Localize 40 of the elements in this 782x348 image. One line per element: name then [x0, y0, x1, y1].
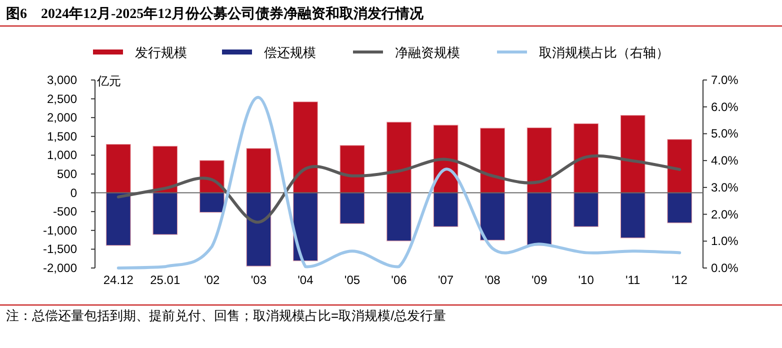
x-tick-label: '05 — [344, 273, 360, 287]
line-series — [116, 96, 682, 270]
x-tick-label: '03 — [250, 273, 267, 287]
y2-tick-label: 3.0% — [711, 180, 739, 194]
y-tick-label: -1,000 — [42, 223, 78, 238]
legend-label: 发行规模 — [135, 45, 187, 60]
y-tick-label: -500 — [52, 204, 78, 219]
chart-title: 图6 2024年12月-2025年12月份公募公司债券净融资和取消发行情况 — [6, 6, 425, 22]
y-tick-label: 1,000 — [46, 148, 78, 162]
x-tick-label: '06 — [391, 273, 408, 287]
y2-tick-label: 1.0% — [711, 234, 739, 248]
legend-label: 取消规模占比（右轴） — [539, 45, 669, 60]
y-tick-label: 1,500 — [46, 129, 78, 144]
x-tick-label: '12 — [672, 273, 688, 287]
text: 注：总偿还量包括到期、提前兑付、回售；取消规模占比=取消规模/总发行量 — [6, 308, 446, 323]
y-tick-label: 3,000 — [46, 73, 78, 87]
x-tick-label: '08 — [484, 273, 501, 287]
x-tick-label: '10 — [578, 273, 594, 287]
y2-tick-label: 7.0% — [711, 73, 739, 87]
y-tick-label: -2,000 — [42, 261, 78, 275]
y-tick-label: 2,000 — [46, 110, 78, 125]
x-tick-label: 24.12 — [103, 273, 134, 287]
y2-tick-label: 4.0% — [711, 154, 739, 168]
legend-label: 净融资规模 — [395, 45, 460, 60]
x-tick-label: '11 — [625, 273, 641, 287]
y-tick-label: 0 — [70, 186, 78, 200]
y-tick-label: 2,500 — [46, 92, 78, 106]
y-tick-label: 500 — [56, 167, 78, 181]
y-tick-label: -1,500 — [42, 242, 78, 256]
x-tick-label: '07 — [438, 273, 454, 287]
y2-tick-label: 6.0% — [711, 100, 739, 114]
x-tick-label: 25.01 — [150, 273, 180, 287]
y-axis-title: 亿元 — [96, 74, 121, 88]
y2-tick-label: 0.0% — [711, 261, 739, 275]
legend-label: 偿还规模 — [264, 45, 316, 60]
y2-tick-label: 2.0% — [711, 207, 739, 222]
y2-tick-label: 5.0% — [711, 126, 739, 141]
x-tick-label: '02 — [204, 273, 220, 287]
x-tick-label: '04 — [298, 273, 314, 287]
x-tick-label: '09 — [531, 273, 548, 287]
